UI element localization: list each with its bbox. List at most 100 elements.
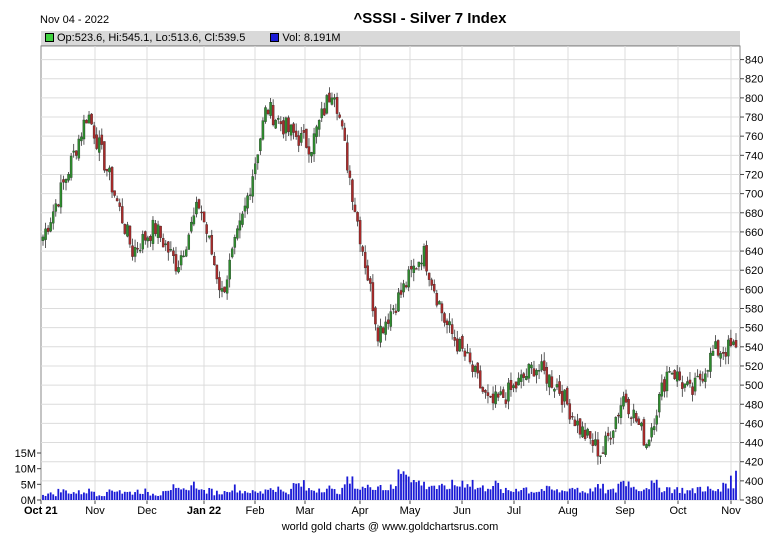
x-tick-label: Aug [558,505,578,517]
candle-body [95,134,98,149]
candle-body [484,389,487,393]
candle-body [691,386,694,395]
candle-body [425,245,428,272]
volume-bar [666,487,668,500]
volume-bar [418,480,420,500]
volume-bar [433,485,436,500]
candle-body [491,393,495,404]
candle-body [351,179,354,202]
volume-bar [586,493,589,500]
volume-bar [458,486,461,500]
candle-body [606,432,610,437]
volume-bar [660,492,663,500]
candle-body [317,120,321,130]
candle-body [100,134,104,145]
x-tick-label: Nov [721,505,741,517]
volume-bar [302,480,305,500]
candle-body [665,371,669,392]
candle-body [473,366,477,372]
volume-bar [328,485,331,500]
candle-body [110,167,114,193]
candle-body [496,393,500,398]
candle-body [41,236,45,241]
candle-body [542,360,546,371]
candle-body [489,396,492,398]
volume-bar [658,487,661,500]
candle-body [576,420,579,426]
volume-bar [466,484,469,500]
candle-body [312,133,316,155]
candle-body [609,437,612,440]
volume-bar [469,486,471,500]
volume-bar [126,491,129,500]
y-tick-label: 700 [745,189,763,201]
candle-body [113,190,116,196]
volume-bar [497,482,500,500]
volume-bar [423,481,425,500]
candle-body [177,267,180,273]
volume-bar [456,486,459,500]
volume-bar [576,487,579,500]
candle-body [138,249,142,252]
candle-body [642,419,646,446]
candle-body [381,327,385,334]
candle-body [59,182,63,208]
volume-bar [195,488,198,500]
candle-body [386,319,390,324]
volume-bar [712,490,714,500]
candle-body [389,311,393,327]
candle-body [167,241,170,253]
candle-body [632,409,635,419]
volume-bar [108,489,111,500]
volume-bar [387,490,390,500]
candle-body [601,452,605,454]
volume-bar [239,490,241,500]
candle-body [187,234,191,250]
candle-body [103,141,106,171]
volume-bar [287,494,290,500]
candle-body [578,418,582,435]
candle-body [51,211,55,224]
candle-body [274,120,277,129]
candle-body [522,373,526,378]
candle-body [271,105,275,126]
candle-body [525,376,528,380]
candle-body [266,109,270,115]
candle-body [62,179,65,183]
candle-body [218,277,221,291]
candle-body [586,428,589,436]
volume-bar [75,493,78,500]
candle-body [305,128,308,148]
volume-bar [512,491,515,500]
volume-bar [691,488,694,500]
volume-bar [614,492,617,500]
volume-bar [525,487,528,500]
candle-body [294,130,298,137]
candle-body [220,288,224,292]
volume-bar [346,476,349,500]
candle-body [358,220,362,245]
volume-bar [448,488,451,500]
candle-body [241,213,244,225]
volume-bar [200,489,203,500]
candle-body [617,414,620,417]
volume-bar [167,490,170,500]
volume-bar [106,491,108,500]
candle-body [417,261,421,267]
candle-body [479,370,482,389]
volume-bar [144,488,147,500]
candle-body [172,250,175,256]
candle-body [430,279,433,286]
volume-bar [343,484,346,500]
y-tick-label: 600 [745,284,763,296]
volume-bar [65,490,67,500]
volume-bar [366,484,369,500]
volume-bar [141,493,144,500]
x-tick-label: Mar [296,505,315,517]
legend-volume-text: Vol: 8.191M [282,32,341,44]
candle-body [535,370,538,376]
candle-body [136,248,139,250]
volume-bar [146,491,149,500]
candle-body [121,206,124,224]
candle-body [627,398,630,415]
